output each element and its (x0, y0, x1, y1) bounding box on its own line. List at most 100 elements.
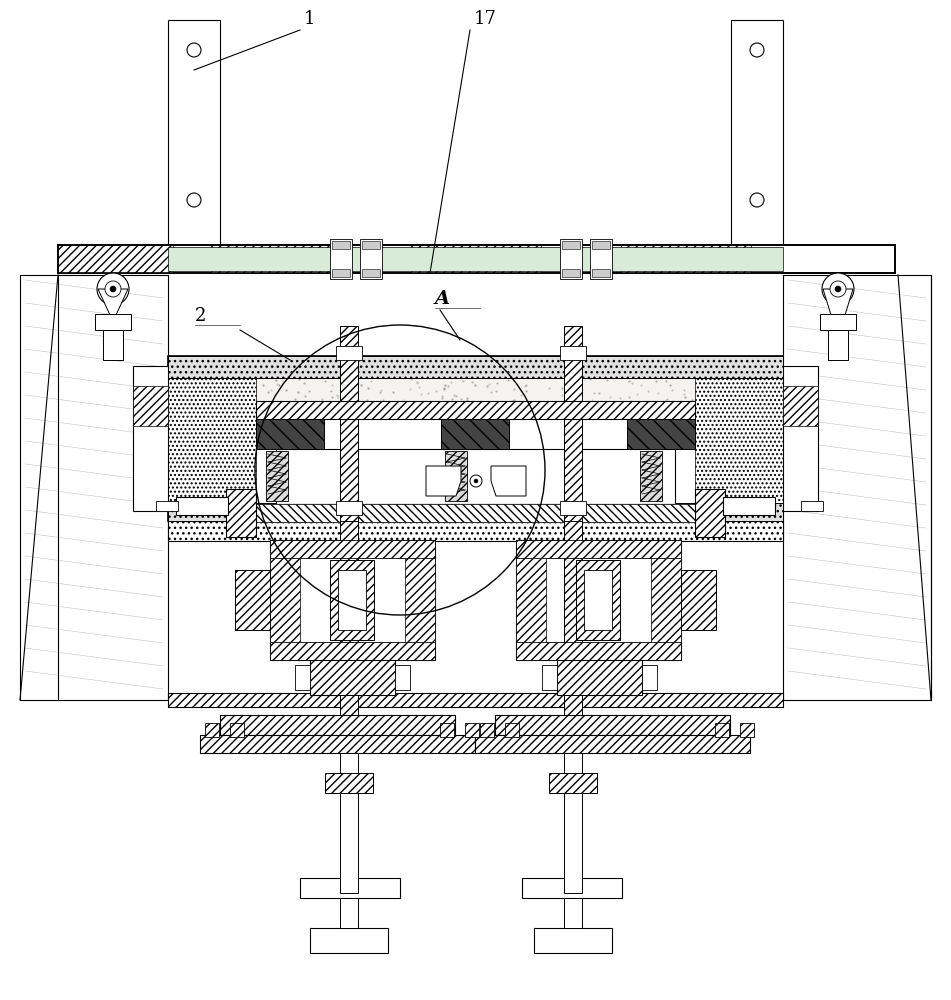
Circle shape (750, 193, 764, 207)
Bar (168, 356, 783, 521)
Polygon shape (426, 466, 461, 496)
Bar (300, 878, 400, 898)
Text: 17: 17 (474, 10, 496, 28)
Polygon shape (491, 466, 526, 496)
Bar (256, 419, 324, 449)
Bar (820, 314, 856, 330)
Bar (256, 504, 695, 522)
Bar (828, 330, 848, 360)
Bar (441, 419, 509, 449)
Bar (731, 20, 783, 250)
Bar (340, 326, 358, 521)
Bar (360, 239, 382, 279)
Polygon shape (823, 289, 853, 315)
Bar (176, 497, 228, 515)
Bar (200, 735, 475, 753)
Bar (584, 570, 612, 630)
Bar (564, 326, 582, 521)
Bar (560, 239, 582, 279)
Bar (235, 570, 270, 630)
Circle shape (750, 43, 764, 57)
Bar (681, 570, 716, 630)
Bar (325, 773, 373, 793)
Bar (168, 693, 783, 707)
Bar (564, 898, 582, 928)
Bar (783, 386, 818, 426)
Bar (445, 451, 467, 501)
Bar (640, 451, 662, 501)
Bar (516, 642, 681, 660)
Circle shape (105, 281, 121, 297)
Bar (103, 330, 123, 360)
Bar (256, 504, 695, 522)
Bar (740, 723, 754, 737)
Bar (226, 489, 256, 537)
Bar (340, 898, 358, 928)
Bar (220, 715, 455, 735)
Bar (627, 419, 695, 449)
Bar (695, 356, 783, 521)
Bar (211, 245, 331, 273)
Bar (270, 558, 300, 642)
Bar (340, 753, 358, 893)
Bar (576, 560, 620, 640)
Polygon shape (20, 275, 168, 700)
Bar (168, 247, 783, 271)
Bar (156, 501, 178, 511)
Bar (276, 449, 675, 504)
Bar (266, 451, 288, 501)
Bar (230, 723, 244, 737)
Bar (362, 241, 380, 249)
Bar (801, 501, 823, 511)
Bar (592, 269, 610, 277)
Bar (564, 753, 582, 893)
Bar (168, 356, 256, 521)
Bar (405, 558, 435, 642)
Bar (330, 239, 352, 279)
Circle shape (470, 475, 482, 487)
Bar (168, 20, 220, 250)
Bar (505, 723, 519, 737)
Bar (642, 665, 657, 690)
Bar (592, 241, 610, 249)
Bar (440, 723, 454, 737)
Bar (562, 241, 580, 249)
Circle shape (187, 193, 201, 207)
Text: 2: 2 (195, 307, 206, 325)
Bar (549, 773, 597, 793)
Bar (340, 695, 358, 715)
Bar (270, 540, 435, 660)
Circle shape (830, 281, 846, 297)
Bar (58, 245, 895, 273)
Circle shape (187, 43, 201, 57)
Bar (338, 570, 366, 630)
Bar (332, 241, 350, 249)
Bar (95, 314, 131, 330)
Bar (336, 346, 362, 360)
Bar (516, 540, 681, 558)
Bar (695, 489, 725, 537)
Bar (516, 540, 681, 660)
Bar (362, 269, 380, 277)
Bar (715, 723, 729, 737)
Bar (564, 695, 582, 715)
Bar (495, 715, 730, 735)
Bar (310, 660, 395, 695)
Bar (295, 665, 310, 690)
Bar (562, 269, 580, 277)
Circle shape (474, 479, 478, 483)
Bar (340, 521, 358, 660)
Bar (168, 356, 783, 378)
Bar (58, 245, 173, 273)
Bar (133, 366, 168, 511)
Bar (310, 928, 388, 953)
Bar (253, 401, 698, 516)
Bar (270, 540, 435, 558)
Bar (651, 558, 681, 642)
Bar (621, 245, 751, 273)
Bar (168, 503, 783, 521)
Bar (480, 723, 494, 737)
Bar (330, 560, 374, 640)
Circle shape (822, 273, 854, 305)
Bar (542, 665, 557, 690)
